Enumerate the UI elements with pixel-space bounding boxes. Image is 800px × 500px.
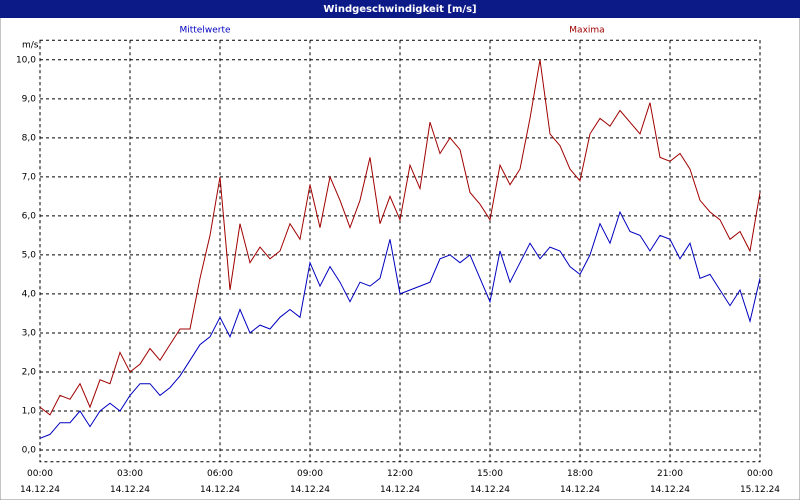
data-line <box>39 210 761 439</box>
x-tick-label: 15:00 <box>477 469 503 479</box>
x-tick-label: 03:00 <box>117 469 143 479</box>
x-tick-label: 00:00 <box>747 469 773 479</box>
y-tick-label: 9,0 <box>22 94 37 104</box>
x-tick-label: 18:00 <box>567 469 593 479</box>
x-tick-label: 21:00 <box>657 469 683 479</box>
x-tick-date: 14.12.24 <box>650 485 690 495</box>
title-bar <box>0 0 800 18</box>
y-tick-label: 7,0 <box>22 172 37 182</box>
y-tick-label: 2,0 <box>22 367 37 377</box>
data-line <box>39 59 761 416</box>
x-tick-label: 06:00 <box>207 469 233 479</box>
y-tick-label: 8,0 <box>22 133 37 143</box>
x-tick-date: 15.12.24 <box>740 485 780 495</box>
x-tick-label: 00:00 <box>27 469 53 479</box>
x-tick-date: 14.12.24 <box>200 485 240 495</box>
x-tick-date: 14.12.24 <box>560 485 600 495</box>
y-tick-label: 3,0 <box>22 328 37 338</box>
legend-entry: Mittelwerte <box>179 26 230 36</box>
x-tick-date: 14.12.24 <box>20 485 60 495</box>
y-tick-label: 1,0 <box>22 406 37 416</box>
y-unit: m/s <box>22 41 39 51</box>
y-tick-label: 5,0 <box>22 250 37 260</box>
x-tick-date: 14.12.24 <box>110 485 150 495</box>
chart-title: Windgeschwindigkeit [m/s] <box>323 4 476 15</box>
x-tick-date: 14.12.24 <box>290 485 330 495</box>
y-tick-label: 6,0 <box>22 211 37 221</box>
x-tick-date: 14.12.24 <box>380 485 420 495</box>
y-tick-label: 10,0 <box>16 55 36 65</box>
y-tick-label: 4,0 <box>22 289 37 299</box>
y-tick-label: 0,0 <box>22 445 37 455</box>
x-tick-label: 09:00 <box>297 469 323 479</box>
legend-entry: Maxima <box>569 26 604 36</box>
x-tick-label: 12:00 <box>387 469 413 479</box>
x-tick-date: 14.12.24 <box>470 485 510 495</box>
